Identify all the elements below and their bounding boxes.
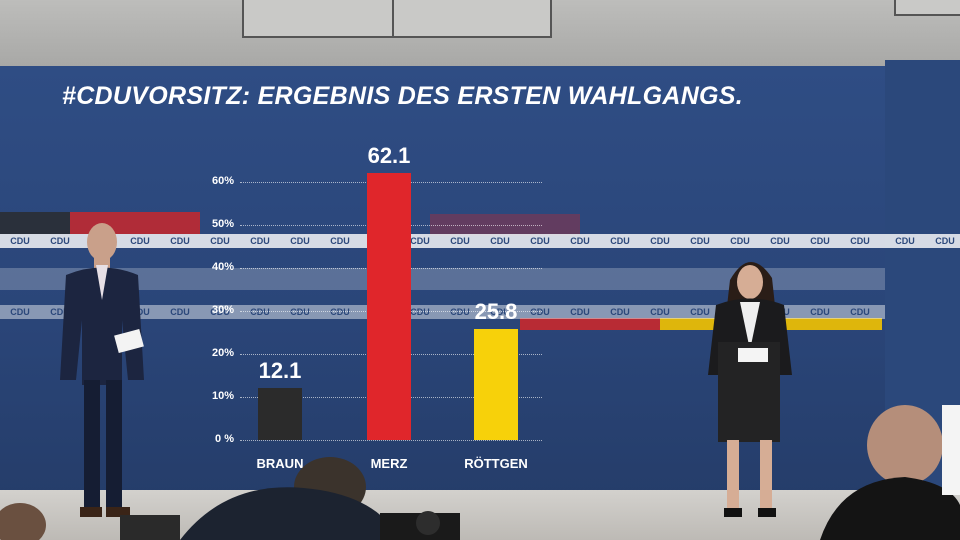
y-tick-label: 60% (211, 175, 234, 187)
ceiling (0, 0, 960, 70)
cdu-logo: CDU (490, 307, 510, 317)
cdu-logo: CDU (810, 236, 830, 246)
cdu-logo: CDU (410, 307, 430, 317)
cdu-logo: CDU (610, 236, 630, 246)
cdu-logo: CDU (210, 307, 230, 317)
y-tick-label: 20% (211, 347, 234, 359)
ceiling-panel (392, 0, 552, 38)
cdu-logo: CDU (250, 307, 270, 317)
cdu-logo: CDU (450, 307, 470, 317)
y-tick-label: 10% (211, 390, 234, 402)
cdu-logo: CDU (130, 236, 150, 246)
cdu-logo-strip: CDU CDU (885, 234, 960, 248)
category-label: MERZ (370, 456, 408, 471)
cdu-logo: CDU (450, 236, 470, 246)
cdu-logo: CDU (770, 236, 790, 246)
category-label: BRAUN (256, 456, 304, 471)
color-band (0, 268, 885, 290)
cdu-logo: CDU (530, 307, 550, 317)
y-tick-label: 0 % (215, 433, 234, 445)
bar-röttgen (474, 329, 518, 440)
cdu-logo: CDU (170, 307, 190, 317)
bar-merz (367, 172, 411, 440)
color-band (520, 318, 660, 330)
cdu-logo: CDU (50, 236, 70, 246)
cdu-logo: CDU (170, 236, 190, 246)
bar-braun (258, 387, 302, 440)
cdu-logo: CDU (690, 236, 710, 246)
bar-value-label: 62.1 (367, 142, 411, 168)
cdu-logo: CDU (50, 307, 70, 317)
cdu-logo: CDU (810, 307, 830, 317)
cdu-logo: CDU (410, 236, 430, 246)
audience-foreground (0, 405, 960, 540)
y-tick-label: 30% (211, 304, 234, 316)
cdu-logo: CDU (610, 307, 630, 317)
color-band (0, 212, 70, 234)
cdu-logo: CDU (250, 236, 270, 246)
cdu-logo: CDU (330, 307, 350, 317)
cdu-logo: CDU (330, 236, 350, 246)
cdu-logo: CDU (570, 307, 590, 317)
cdu-logo: CDU (290, 307, 310, 317)
cdu-logo: CDU (895, 236, 915, 246)
cdu-logo: CDU (730, 236, 750, 246)
category-label: RÖTTGEN (464, 456, 528, 471)
cdu-logo: CDU (530, 236, 550, 246)
cdu-logo: CDU (690, 307, 710, 317)
speaker-right-figure (708, 261, 792, 517)
cdu-logo: CDU (650, 236, 670, 246)
ceiling-panel (242, 0, 396, 38)
cdu-logo: CDU (290, 236, 310, 246)
cdu-logo-strip: CDU CDU CDU CDU CDU CDU CDU CDU CDU CDU CDU CDU CDU C… (0, 234, 885, 248)
cdu-logo: CDU (570, 236, 590, 246)
speaker-left-figure (60, 223, 144, 517)
cdu-logo: CDU (10, 236, 30, 246)
bar-value-label: 12.1 (258, 357, 302, 383)
cdu-logo: CDU (650, 307, 670, 317)
cdu-logo: CDU (10, 307, 30, 317)
chart-title: #CDUVORSITZ: ERGEBNIS DES ERSTEN WAHLGAN… (62, 82, 744, 110)
gridline (240, 440, 542, 441)
cdu-logo: CDU (850, 307, 870, 317)
cdu-logo: CDU (210, 236, 230, 246)
cdu-logo: CDU (490, 236, 510, 246)
ceiling-panel (894, 0, 960, 16)
y-tick-label: 50% (211, 218, 234, 230)
y-tick-label: 40% (211, 261, 234, 273)
cdu-logo: CDU (850, 236, 870, 246)
cdu-logo: CDU (935, 236, 955, 246)
bar-value-label: 25.8 (474, 299, 518, 325)
